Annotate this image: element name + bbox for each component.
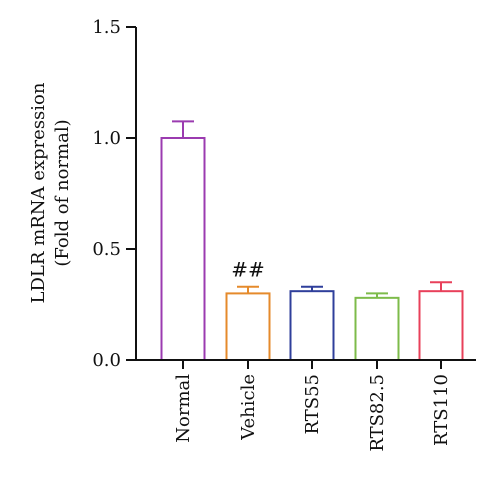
y-axis: 0.0 0.5 1.0 1.5 (92, 17, 137, 371)
x-tick-label: RTS110 (431, 374, 452, 446)
bar-vehicle (225, 292, 271, 361)
y-tick-label: 0.0 (92, 350, 121, 371)
y-tick-label: 1.0 (92, 128, 121, 149)
bar-normal (160, 137, 206, 361)
annotations: ## (231, 258, 265, 282)
y-tick-label: 1.5 (92, 17, 121, 38)
bar-rts82-5 (354, 296, 400, 361)
significance-marker: ## (231, 258, 265, 282)
x-axis: Normal Vehicle RTS55 RTS82.5 RTS110 (136, 359, 476, 452)
y-axis-title-line1: LDLR mRNA expression (28, 82, 49, 303)
x-tick-label: RTS55 (302, 374, 323, 434)
bars (160, 120, 464, 361)
y-axis-title-line2: (Fold of normal) (52, 119, 73, 266)
bar-rts55 (289, 290, 335, 361)
x-tick-label: Normal (173, 374, 194, 443)
y-tick-label: 0.5 (92, 239, 121, 260)
x-tick-label: Vehicle (238, 374, 259, 441)
bar-rts110 (418, 290, 464, 361)
y-axis-title: LDLR mRNA expression (Fold of normal) (28, 82, 73, 303)
x-tick-label: RTS82.5 (367, 374, 388, 452)
